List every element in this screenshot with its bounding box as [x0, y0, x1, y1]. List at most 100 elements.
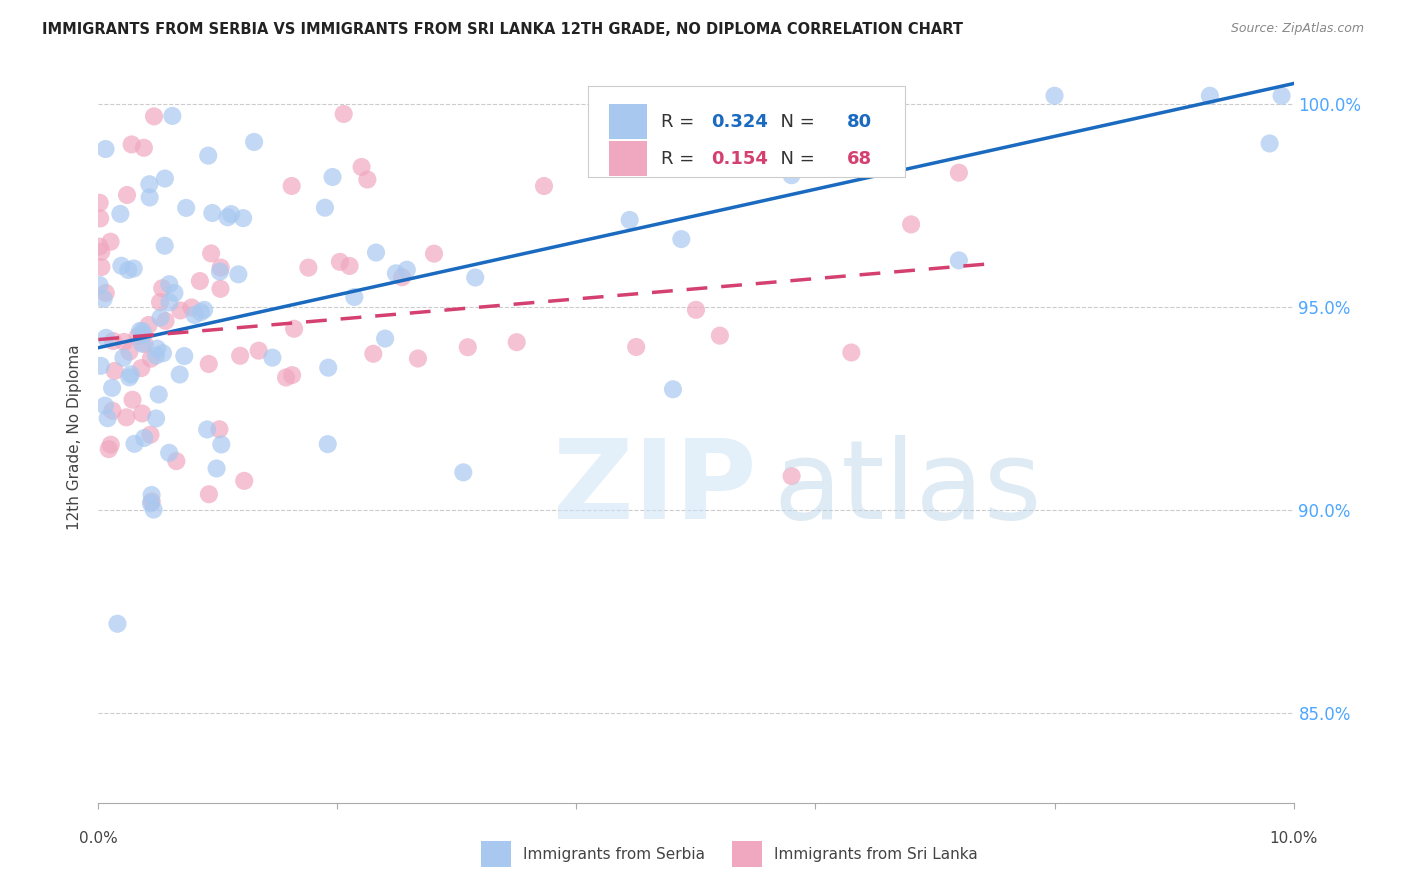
- Point: [900, 218, 922, 232]
- Point: [205, 461, 228, 475]
- Point: [406, 351, 429, 366]
- Point: [281, 368, 304, 383]
- Text: atlas: atlas: [773, 434, 1042, 541]
- Point: [97, 442, 120, 456]
- Point: [423, 246, 446, 260]
- Point: [190, 305, 212, 319]
- Point: [865, 130, 887, 145]
- Point: [350, 160, 373, 174]
- Point: [1043, 88, 1066, 103]
- Point: [506, 335, 529, 350]
- Point: [343, 290, 366, 304]
- Point: [163, 285, 186, 300]
- Point: [150, 281, 173, 295]
- Point: [197, 148, 219, 162]
- Point: [626, 340, 648, 354]
- Point: [97, 411, 120, 425]
- Point: [157, 446, 180, 460]
- Point: [139, 496, 162, 510]
- Point: [132, 328, 155, 343]
- Point: [115, 410, 138, 425]
- Point: [157, 277, 180, 292]
- Point: [183, 308, 205, 322]
- Point: [139, 427, 162, 442]
- Text: IMMIGRANTS FROM SERBIA VS IMMIGRANTS FROM SRI LANKA 12TH GRADE, NO DIPLOMA CORRE: IMMIGRANTS FROM SERBIA VS IMMIGRANTS FRO…: [42, 22, 963, 37]
- Point: [153, 239, 176, 253]
- Text: 0.324: 0.324: [711, 112, 769, 130]
- Point: [90, 244, 112, 259]
- Point: [162, 109, 184, 123]
- Point: [297, 260, 319, 275]
- Text: 10.0%: 10.0%: [1270, 831, 1317, 847]
- Point: [316, 437, 339, 451]
- Point: [195, 422, 218, 436]
- Point: [93, 292, 115, 306]
- Point: [142, 502, 165, 516]
- Point: [110, 259, 132, 273]
- Point: [709, 328, 731, 343]
- Point: [101, 334, 124, 348]
- Text: Source: ZipAtlas.com: Source: ZipAtlas.com: [1230, 22, 1364, 36]
- Point: [134, 337, 156, 351]
- Point: [208, 422, 231, 436]
- Point: [1271, 88, 1294, 103]
- Point: [208, 264, 231, 278]
- Point: [274, 370, 297, 384]
- Point: [339, 259, 361, 273]
- Point: [89, 278, 111, 293]
- Point: [180, 301, 202, 315]
- Bar: [609, 104, 647, 139]
- Point: [314, 201, 336, 215]
- Text: 80: 80: [846, 112, 872, 130]
- Point: [115, 188, 138, 202]
- Point: [332, 107, 354, 121]
- Point: [219, 207, 242, 221]
- Point: [329, 255, 352, 269]
- Point: [141, 494, 163, 508]
- Bar: [481, 841, 510, 867]
- Point: [121, 392, 143, 407]
- Point: [217, 211, 239, 225]
- Point: [243, 135, 266, 149]
- Point: [283, 322, 305, 336]
- Point: [132, 141, 155, 155]
- Point: [89, 195, 111, 210]
- Point: [104, 364, 127, 378]
- Point: [107, 616, 129, 631]
- Point: [229, 349, 252, 363]
- Point: [100, 235, 122, 249]
- Point: [112, 334, 135, 349]
- Point: [262, 351, 284, 365]
- Point: [228, 268, 250, 282]
- Point: [89, 239, 111, 253]
- Point: [139, 351, 162, 366]
- Point: [110, 207, 132, 221]
- Point: [141, 488, 163, 502]
- FancyBboxPatch shape: [589, 86, 905, 178]
- Bar: [609, 142, 647, 176]
- Point: [159, 295, 181, 310]
- Point: [193, 302, 215, 317]
- Point: [841, 345, 863, 359]
- Y-axis label: 12th Grade, No Diploma: 12th Grade, No Diploma: [67, 344, 83, 530]
- Point: [90, 260, 112, 274]
- Point: [146, 342, 169, 356]
- Point: [131, 336, 153, 351]
- Point: [233, 474, 256, 488]
- Point: [112, 351, 135, 365]
- Point: [780, 168, 803, 182]
- Text: 0.154: 0.154: [711, 150, 769, 168]
- Point: [280, 178, 302, 193]
- Text: 0.0%: 0.0%: [79, 831, 118, 847]
- Point: [90, 359, 112, 373]
- Point: [533, 179, 555, 194]
- Point: [131, 407, 153, 421]
- Point: [149, 295, 172, 310]
- Text: N =: N =: [769, 150, 820, 168]
- Point: [122, 261, 145, 276]
- Text: ZIP: ZIP: [553, 434, 756, 541]
- Point: [391, 270, 413, 285]
- Text: R =: R =: [661, 112, 700, 130]
- Text: Immigrants from Sri Lanka: Immigrants from Sri Lanka: [773, 847, 977, 862]
- Point: [138, 190, 160, 204]
